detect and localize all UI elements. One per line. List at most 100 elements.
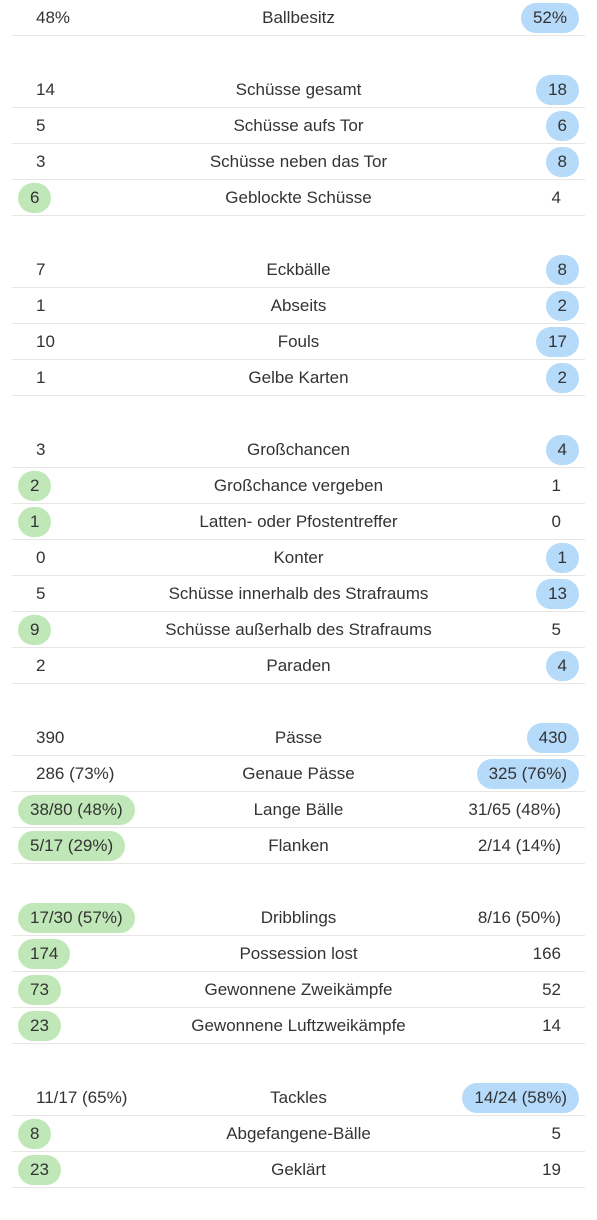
stat-row: Flanken 5/17 (29%) 2/14 (14%) [12,828,585,864]
away-value-cell: 5 [552,615,577,645]
stat-row: Ballbesitz 48% 52% [12,0,585,36]
stat-label: Pässe [274,727,323,747]
home-value: 11/17 (65%) [36,1087,128,1107]
stat-label: Dribblings [260,907,337,927]
stat-group: Großchancen 3 4 Großchance vergeben 2 1 Latten… [0,432,597,684]
home-value-cell: 0 [20,543,45,573]
home-value-cell: 8 [18,1118,52,1149]
home-value-cell: 10 [20,327,55,357]
stat-row: Fouls 10 17 [12,324,585,360]
home-value-cell: 7 [20,255,45,285]
stat-label: Possession lost [239,943,358,963]
away-value: 52 [542,979,561,999]
away-value-highlight: 14/24 (58%) [462,1082,579,1113]
stat-label: Latten- oder Pfostentreffer [199,511,398,531]
home-value-highlight: 2 [18,470,52,501]
stat-row: Tackles 11/17 (65%) 14/24 (58%) [12,1080,585,1116]
home-value: 5 [36,583,46,603]
away-value-cell: 4 [552,183,577,213]
away-value-highlight: 2 [545,362,579,393]
stat-row: Pässe 390 430 [12,720,585,756]
away-value-cell: 6 [545,110,579,141]
home-value-cell: 3 [20,435,45,465]
stat-row: Possession lost 174 166 [12,936,585,972]
away-value-cell: 2 [545,362,579,393]
away-value-highlight: 325 (76%) [476,758,579,789]
stat-row: Gelbe Karten 1 2 [12,360,585,396]
stat-group: Schüsse gesamt 14 18 Schüsse aufs Tor 5 6 Schü… [0,72,597,216]
home-value-cell: 5 [20,579,45,609]
away-value-cell: 1 [545,542,579,573]
stat-label: Konter [273,547,324,567]
home-value: 10 [36,331,55,351]
home-value-cell: 2 [18,470,52,501]
away-value-cell: 17 [536,326,579,357]
home-value-cell: 5 [20,111,45,141]
stat-row: Konter 0 1 [12,540,585,576]
away-value: 1 [551,475,561,495]
stat-label: Schüsse gesamt [235,79,362,99]
home-value-highlight: 174 [18,938,71,969]
stat-group: Ballbesitz 48% 52% [0,0,597,36]
away-value-cell: 8 [545,146,579,177]
away-value-cell: 14/24 (58%) [462,1082,579,1113]
stat-label: Lange Bälle [253,799,344,819]
home-value-cell: 48% [20,3,70,33]
stat-row: Schüsse innerhalb des Strafraums 5 13 [12,576,585,612]
away-value-highlight: 13 [536,578,579,609]
home-value-highlight: 5/17 (29%) [18,830,126,861]
away-value-cell: 4 [545,650,579,681]
home-value-cell: 73 [18,974,61,1005]
away-value-highlight: 4 [545,650,579,681]
away-value: 0 [551,511,561,531]
away-value: 19 [542,1159,561,1179]
away-value-highlight: 52% [520,2,579,33]
match-stats-table: Ballbesitz 48% 52% Schüsse gesamt 14 18 Schüss… [0,0,597,1188]
home-value-cell: 23 [18,1154,61,1185]
home-value-cell: 23 [18,1010,61,1041]
away-value-cell: 8/16 (50%) [478,903,577,933]
home-value-highlight: 1 [18,506,52,537]
stat-row: Genaue Pässe 286 (73%) 325 (76%) [12,756,585,792]
home-value: 1 [36,295,46,315]
away-value-highlight: 18 [536,74,579,105]
stat-label: Abgefangene-Bälle [226,1123,371,1143]
away-value: 8/16 (50%) [477,907,561,927]
away-value: 4 [551,187,561,207]
away-value-cell: 2 [545,290,579,321]
home-value: 7 [36,259,46,279]
stat-group: Dribblings 17/30 (57%) 8/16 (50%) Possessio… [0,900,597,1044]
home-value: 14 [36,79,55,99]
stat-row: Paraden 2 4 [12,648,585,684]
away-value: 166 [532,943,561,963]
stat-row: Eckbälle 7 8 [12,252,585,288]
stat-label: Schüsse innerhalb des Strafraums [168,583,429,603]
home-value-highlight: 73 [18,974,61,1005]
stat-label: Gewonnene Zweikämpfe [204,979,393,999]
away-value-highlight: 4 [545,434,579,465]
away-value-cell: 13 [536,578,579,609]
away-value-cell: 14 [542,1011,577,1041]
stat-row: Dribblings 17/30 (57%) 8/16 (50%) [12,900,585,936]
stat-label: Schüsse außerhalb des Strafraums [165,619,432,639]
home-value-highlight: 38/80 (48%) [18,794,135,825]
home-value: 2 [36,655,46,675]
home-value-highlight: 6 [18,182,52,213]
home-value-cell: 286 (73%) [20,759,114,789]
stat-label: Genaue Pässe [242,763,355,783]
away-value: 14 [542,1015,561,1035]
away-value-cell: 430 [526,722,579,753]
stat-label: Geblockte Schüsse [225,187,372,207]
away-value: 5 [551,619,561,639]
home-value: 5 [36,115,46,135]
home-value-highlight: 8 [18,1118,52,1149]
away-value-cell: 19 [542,1155,577,1185]
home-value: 0 [36,547,46,567]
stat-label: Geklärt [271,1159,326,1179]
home-value-cell: 6 [18,182,52,213]
stat-label: Großchancen [247,439,350,459]
home-value: 3 [36,151,46,171]
stat-row: Lange Bälle 38/80 (48%) 31/65 (48%) [12,792,585,828]
home-value-highlight: 23 [18,1010,61,1041]
stat-row: Schüsse außerhalb des Strafraums 9 5 [12,612,585,648]
